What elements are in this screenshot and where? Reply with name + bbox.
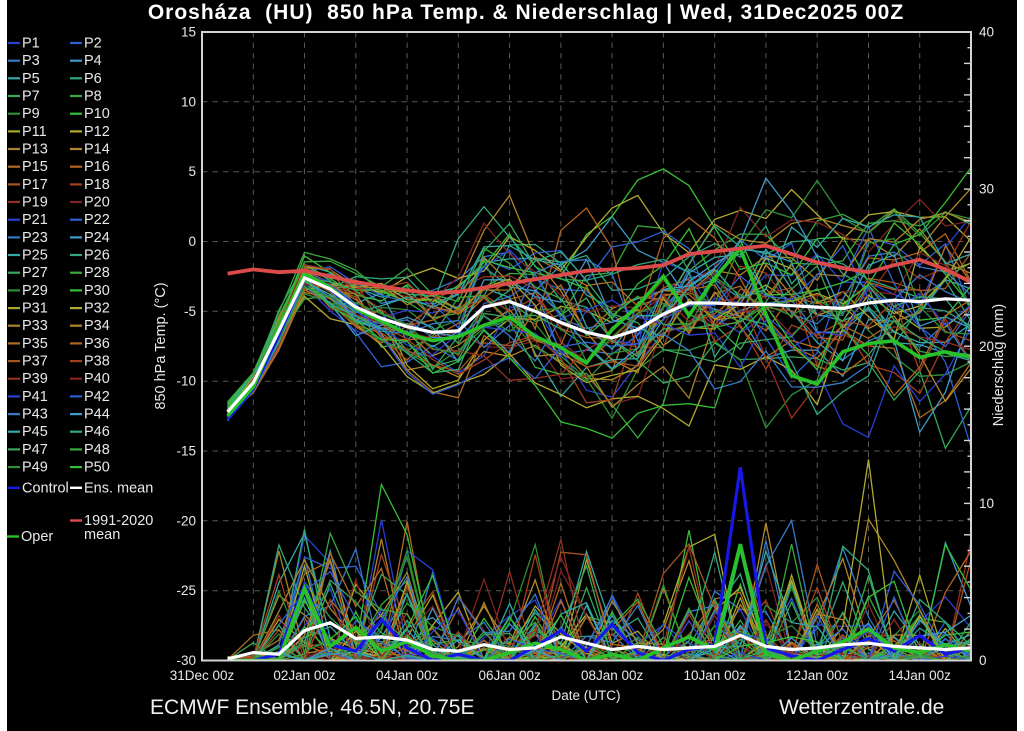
svg-text:P23: P23 xyxy=(22,230,48,246)
svg-text:P29: P29 xyxy=(22,283,48,299)
svg-text:P12: P12 xyxy=(84,124,110,140)
svg-text:P49: P49 xyxy=(22,460,48,476)
svg-text:-30: -30 xyxy=(176,653,196,668)
svg-text:10: 10 xyxy=(979,496,994,511)
svg-text:P35: P35 xyxy=(22,336,48,352)
svg-text:P7: P7 xyxy=(22,89,40,105)
svg-text:P27: P27 xyxy=(22,265,48,281)
svg-text:P13: P13 xyxy=(22,142,48,158)
svg-text:P40: P40 xyxy=(84,371,110,387)
svg-text:P32: P32 xyxy=(84,301,110,317)
svg-text:-25: -25 xyxy=(176,583,196,598)
svg-text:P36: P36 xyxy=(84,336,110,352)
svg-text:P37: P37 xyxy=(22,354,48,370)
svg-text:850 hPa Temp. (°C): 850 hPa Temp. (°C) xyxy=(153,282,169,409)
svg-text:P50: P50 xyxy=(84,460,110,476)
svg-text:02Jan 00z: 02Jan 00z xyxy=(273,668,336,683)
svg-text:0: 0 xyxy=(188,234,196,249)
svg-text:P16: P16 xyxy=(84,159,110,175)
svg-text:P44: P44 xyxy=(84,407,110,423)
svg-text:P17: P17 xyxy=(22,177,48,193)
svg-text:P47: P47 xyxy=(22,442,48,458)
svg-text:12Jan 00z: 12Jan 00z xyxy=(786,668,849,683)
svg-text:30: 30 xyxy=(979,182,994,197)
svg-text:P43: P43 xyxy=(22,407,48,423)
svg-text:P9: P9 xyxy=(22,106,40,122)
svg-text:P6: P6 xyxy=(84,71,102,87)
svg-text:08Jan 00z: 08Jan 00z xyxy=(581,668,644,683)
svg-text:1991-2020: 1991-2020 xyxy=(84,513,153,529)
svg-text:P20: P20 xyxy=(84,195,110,211)
svg-text:5: 5 xyxy=(188,164,196,179)
svg-text:P2: P2 xyxy=(84,36,102,52)
svg-text:P25: P25 xyxy=(22,248,48,264)
svg-text:Date (UTC): Date (UTC) xyxy=(551,688,620,703)
svg-text:P42: P42 xyxy=(84,389,110,405)
svg-text:40: 40 xyxy=(979,25,994,40)
svg-text:04Jan 00z: 04Jan 00z xyxy=(376,668,439,683)
svg-text:P10: P10 xyxy=(84,106,110,122)
svg-text:Ens. mean: Ens. mean xyxy=(84,480,153,496)
svg-text:-15: -15 xyxy=(176,444,196,459)
svg-text:P19: P19 xyxy=(22,195,48,211)
svg-text:P33: P33 xyxy=(22,318,48,334)
svg-text:P21: P21 xyxy=(22,212,48,228)
svg-text:P28: P28 xyxy=(84,265,110,281)
svg-text:P22: P22 xyxy=(84,212,110,228)
svg-text:P24: P24 xyxy=(84,230,110,246)
svg-text:Oper: Oper xyxy=(21,529,53,545)
svg-text:P39: P39 xyxy=(22,371,48,387)
svg-text:Orosháza (HU) 850 hPa Temp.: Orosháza (HU) 850 hPa Temp. & Niederschl… xyxy=(148,1,904,24)
svg-text:P31: P31 xyxy=(22,301,48,317)
svg-text:mean: mean xyxy=(84,527,120,543)
svg-text:P45: P45 xyxy=(22,424,48,440)
svg-text:ECMWF Ensemble, 46.5N, 20.75E: ECMWF Ensemble, 46.5N, 20.75E xyxy=(150,696,474,719)
svg-text:20: 20 xyxy=(979,339,994,354)
svg-text:0: 0 xyxy=(979,653,987,668)
svg-text:P41: P41 xyxy=(22,389,48,405)
svg-text:P18: P18 xyxy=(84,177,110,193)
svg-text:P48: P48 xyxy=(84,442,110,458)
svg-text:P34: P34 xyxy=(84,318,110,334)
svg-text:P4: P4 xyxy=(84,53,102,69)
svg-text:P46: P46 xyxy=(84,424,110,440)
svg-text:Control: Control xyxy=(22,480,69,496)
svg-text:P5: P5 xyxy=(22,71,40,87)
svg-text:P3: P3 xyxy=(22,53,40,69)
svg-text:-10: -10 xyxy=(176,374,196,389)
svg-text:P8: P8 xyxy=(84,89,102,105)
svg-text:31Dec 00z: 31Dec 00z xyxy=(170,668,235,683)
svg-text:10: 10 xyxy=(181,94,196,109)
svg-text:P1: P1 xyxy=(22,36,40,52)
svg-text:15: 15 xyxy=(181,25,196,40)
svg-text:10Jan 00z: 10Jan 00z xyxy=(684,668,747,683)
svg-text:-20: -20 xyxy=(176,513,196,528)
svg-text:-5: -5 xyxy=(184,304,196,319)
svg-text:14Jan 00z: 14Jan 00z xyxy=(889,668,952,683)
svg-text:06Jan 00z: 06Jan 00z xyxy=(478,668,541,683)
svg-text:P15: P15 xyxy=(22,159,48,175)
svg-text:P14: P14 xyxy=(84,142,110,158)
svg-text:P11: P11 xyxy=(22,124,47,140)
svg-text:Wetterzentrale.de: Wetterzentrale.de xyxy=(779,696,944,719)
svg-text:P30: P30 xyxy=(84,283,110,299)
svg-text:P38: P38 xyxy=(84,354,110,370)
svg-text:Niederschlag (mm): Niederschlag (mm) xyxy=(991,304,1007,426)
svg-text:P26: P26 xyxy=(84,248,110,264)
